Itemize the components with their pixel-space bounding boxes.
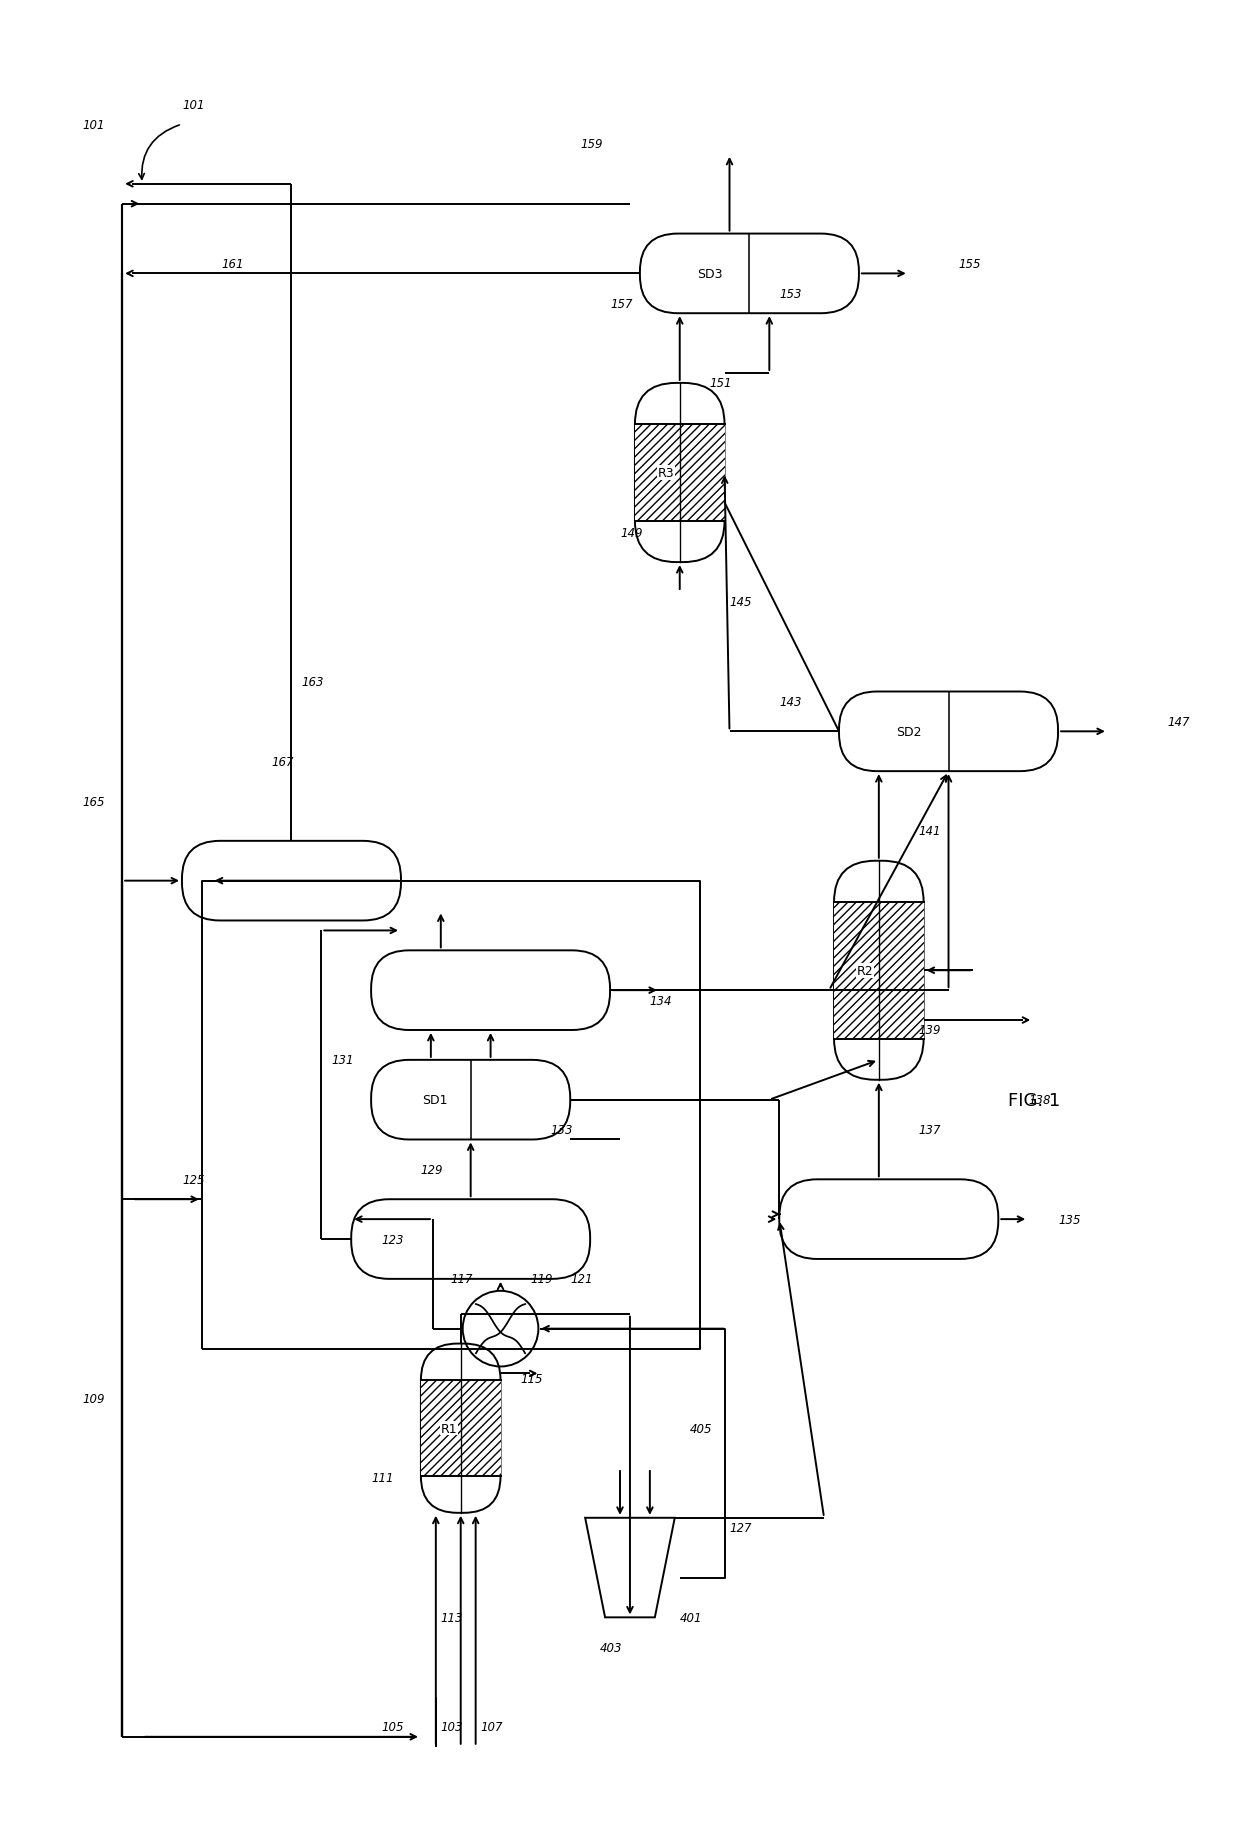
Text: 107: 107 <box>481 1720 503 1733</box>
Text: SD1: SD1 <box>422 1094 448 1107</box>
Text: 165: 165 <box>82 795 105 808</box>
Text: 143: 143 <box>779 696 802 709</box>
Text: 155: 155 <box>959 258 981 271</box>
Text: R1: R1 <box>440 1422 458 1434</box>
Text: 117: 117 <box>451 1273 474 1286</box>
Text: 141: 141 <box>919 824 941 837</box>
Text: 147: 147 <box>1168 716 1190 729</box>
FancyBboxPatch shape <box>182 841 401 921</box>
Text: 405: 405 <box>689 1422 712 1434</box>
FancyBboxPatch shape <box>371 1061 570 1140</box>
Bar <box>420 1381 501 1477</box>
Text: R2: R2 <box>857 964 874 976</box>
Text: 135: 135 <box>1058 1213 1080 1226</box>
Text: 129: 129 <box>420 1163 444 1176</box>
Text: 161: 161 <box>222 258 244 271</box>
Text: 163: 163 <box>301 676 324 689</box>
Text: 101: 101 <box>82 119 105 132</box>
Text: 105: 105 <box>381 1720 403 1733</box>
Text: 109: 109 <box>82 1392 105 1405</box>
Text: 139: 139 <box>919 1024 941 1037</box>
Text: 103: 103 <box>440 1720 464 1733</box>
FancyBboxPatch shape <box>779 1180 998 1259</box>
Text: 131: 131 <box>331 1053 353 1066</box>
Bar <box>635 425 724 522</box>
Text: 153: 153 <box>779 288 802 300</box>
Polygon shape <box>585 1519 675 1618</box>
Text: 157: 157 <box>610 297 632 311</box>
Text: 115: 115 <box>521 1372 543 1385</box>
Text: 401: 401 <box>680 1610 702 1623</box>
Text: 123: 123 <box>381 1233 403 1246</box>
Text: 133: 133 <box>551 1123 573 1136</box>
Text: FIG. 1: FIG. 1 <box>1008 1092 1060 1108</box>
Text: SD3: SD3 <box>697 267 723 280</box>
Text: 127: 127 <box>729 1521 751 1535</box>
FancyBboxPatch shape <box>640 234 859 313</box>
Text: 149: 149 <box>620 526 642 539</box>
Text: SD2: SD2 <box>897 725 921 738</box>
FancyBboxPatch shape <box>835 861 924 1081</box>
Text: 101: 101 <box>182 99 205 112</box>
Text: 167: 167 <box>272 755 294 768</box>
FancyBboxPatch shape <box>839 692 1058 771</box>
Text: 151: 151 <box>709 377 732 390</box>
Text: 113: 113 <box>440 1610 464 1623</box>
Text: 403: 403 <box>600 1641 622 1654</box>
Text: 159: 159 <box>580 139 603 152</box>
FancyBboxPatch shape <box>420 1345 501 1513</box>
Text: 119: 119 <box>531 1273 553 1286</box>
Text: 137: 137 <box>919 1123 941 1136</box>
Text: 111: 111 <box>371 1471 393 1484</box>
Text: 121: 121 <box>570 1273 593 1286</box>
Text: 125: 125 <box>182 1172 205 1185</box>
FancyBboxPatch shape <box>351 1200 590 1279</box>
Text: 145: 145 <box>729 595 751 608</box>
Bar <box>835 903 924 1039</box>
FancyBboxPatch shape <box>635 383 724 562</box>
Text: 134: 134 <box>650 995 672 1008</box>
Text: R3: R3 <box>658 467 675 480</box>
Text: 138: 138 <box>1028 1094 1050 1107</box>
FancyBboxPatch shape <box>371 951 610 1030</box>
